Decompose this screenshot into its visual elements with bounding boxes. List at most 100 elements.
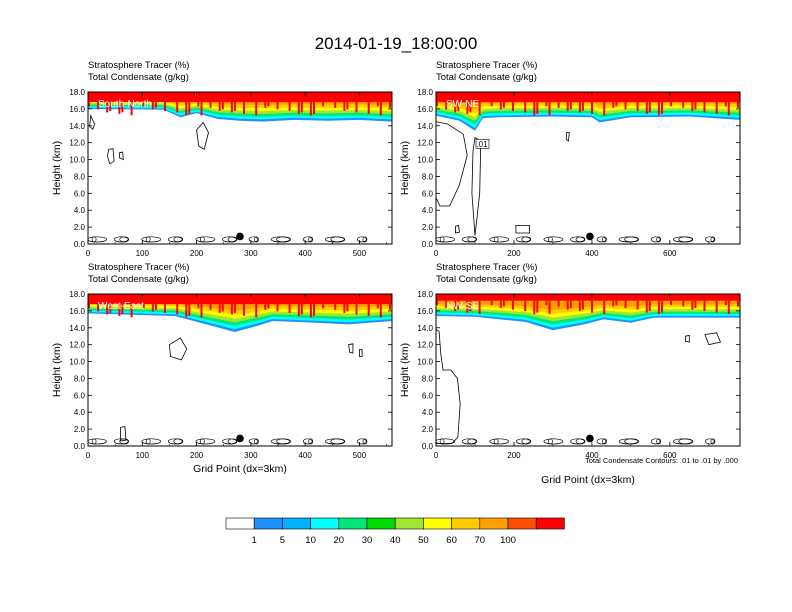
plot-frame xyxy=(435,293,741,447)
cross-section-marker xyxy=(236,232,244,241)
colorbar: 1 5 10 20 30 40 50 60 70 100 xyxy=(225,517,565,546)
tracer-streak xyxy=(454,300,457,312)
tracer-streak xyxy=(612,102,615,108)
contour-line xyxy=(678,236,694,243)
contour-line xyxy=(141,438,162,445)
contour-line xyxy=(650,438,661,445)
tracer-streak xyxy=(703,300,706,312)
tracer-streak xyxy=(624,102,627,110)
tracer-streak xyxy=(230,102,233,113)
tracer-streak xyxy=(466,300,469,313)
contour-line xyxy=(467,236,478,243)
tracer-cap xyxy=(436,294,740,301)
colorbar-label: 70 xyxy=(475,535,486,546)
tracer-streak xyxy=(164,102,166,111)
contour-line xyxy=(436,438,455,445)
contour-line xyxy=(515,225,530,234)
tracer-streak xyxy=(657,300,660,315)
contour-line xyxy=(575,438,586,445)
tracer-streak xyxy=(197,304,200,309)
contour-line xyxy=(120,426,127,442)
tracer-streak xyxy=(185,102,188,116)
x-tick-label: 500 xyxy=(353,451,367,460)
contour-line xyxy=(624,438,639,445)
x-tick-label: 0 xyxy=(86,451,91,460)
tracer-streak xyxy=(218,304,221,313)
y-tick-label: 0.0 xyxy=(74,240,86,249)
section-label-south-north: South-North xyxy=(98,99,152,110)
contour-line xyxy=(362,438,368,445)
tracer-cap xyxy=(88,92,392,103)
y-tick-label: 8.0 xyxy=(422,374,434,383)
panel-sw-ne: Stratosphere Tracer (%)Total Condensate … xyxy=(399,60,741,258)
tracer-streak xyxy=(524,300,527,312)
tracer-streak xyxy=(661,300,663,313)
y-tick-label: 8.0 xyxy=(74,172,86,181)
tracer-streak xyxy=(309,102,312,116)
tracer-streak xyxy=(109,304,112,313)
tracer-streak xyxy=(533,102,536,116)
tracer-streak xyxy=(694,300,697,309)
y-tick-label: 4.0 xyxy=(74,206,86,215)
tracer-streak xyxy=(154,304,157,310)
colorbar-label: 40 xyxy=(390,535,401,546)
tracer-streak xyxy=(545,300,548,305)
tracer-streak xyxy=(109,102,112,111)
y-tick-label: 6.0 xyxy=(74,391,86,400)
colorbar-swatch xyxy=(507,517,537,530)
tracer-streak xyxy=(297,102,300,114)
tracer-streak xyxy=(737,102,739,108)
contour-line xyxy=(362,236,368,243)
contour-line xyxy=(656,438,662,445)
y-tick-label: 10.0 xyxy=(69,358,85,367)
tracer-streak xyxy=(389,102,391,108)
tracer-streak xyxy=(322,102,325,107)
contour-line xyxy=(521,236,532,243)
tracer-streak xyxy=(502,102,505,108)
contour-line xyxy=(348,343,354,354)
tracer-streak xyxy=(243,304,245,316)
tracer-streak xyxy=(176,102,179,113)
tracer-streak xyxy=(221,304,224,312)
x-tick-label: 400 xyxy=(585,249,599,258)
tracer-streak xyxy=(569,300,572,309)
y-tick-label: 12.0 xyxy=(69,341,85,350)
tracer-streak xyxy=(648,300,651,312)
panel-west-east: Stratosphere Tracer (%)Total Condensate … xyxy=(51,262,393,475)
contour-line xyxy=(596,438,607,445)
tracer-streak xyxy=(334,304,337,310)
tracer-streak xyxy=(185,304,188,318)
tracer-streak xyxy=(636,300,639,310)
contour-label: .01 xyxy=(476,140,488,149)
tracer-streak xyxy=(209,102,212,108)
contour-line xyxy=(570,438,585,445)
tracer-streak xyxy=(536,102,539,114)
x-tick-label: 400 xyxy=(298,249,312,258)
tracer-streak xyxy=(457,300,460,310)
tracer-streak xyxy=(97,304,100,312)
colorbar-swatch xyxy=(366,517,396,530)
y-tick-label: 18.0 xyxy=(417,88,433,97)
tracer-streak xyxy=(233,102,236,111)
colorbar-swatch xyxy=(423,517,452,530)
y-tick-label: 18.0 xyxy=(69,88,85,97)
x-tick-label: 300 xyxy=(244,249,258,258)
contour-line xyxy=(276,438,291,445)
contour-line xyxy=(222,236,237,243)
tracer-streak xyxy=(524,102,527,113)
tracer-streak xyxy=(264,102,267,108)
tracer-streak xyxy=(478,102,481,116)
x-tick-label: 600 xyxy=(663,249,677,258)
condensate-contours xyxy=(88,114,368,243)
y-tick-label: 14.0 xyxy=(69,122,85,131)
colorbar-swatch xyxy=(225,517,255,530)
contour-line xyxy=(173,236,184,243)
colorbar-label: 30 xyxy=(362,535,373,546)
plot-frame xyxy=(87,293,393,447)
contour-line xyxy=(455,224,460,234)
tracer-streak xyxy=(603,300,606,315)
y-axis-label: Height (km) xyxy=(51,343,63,397)
tracer-streak xyxy=(389,304,391,310)
contour-line xyxy=(543,236,564,243)
